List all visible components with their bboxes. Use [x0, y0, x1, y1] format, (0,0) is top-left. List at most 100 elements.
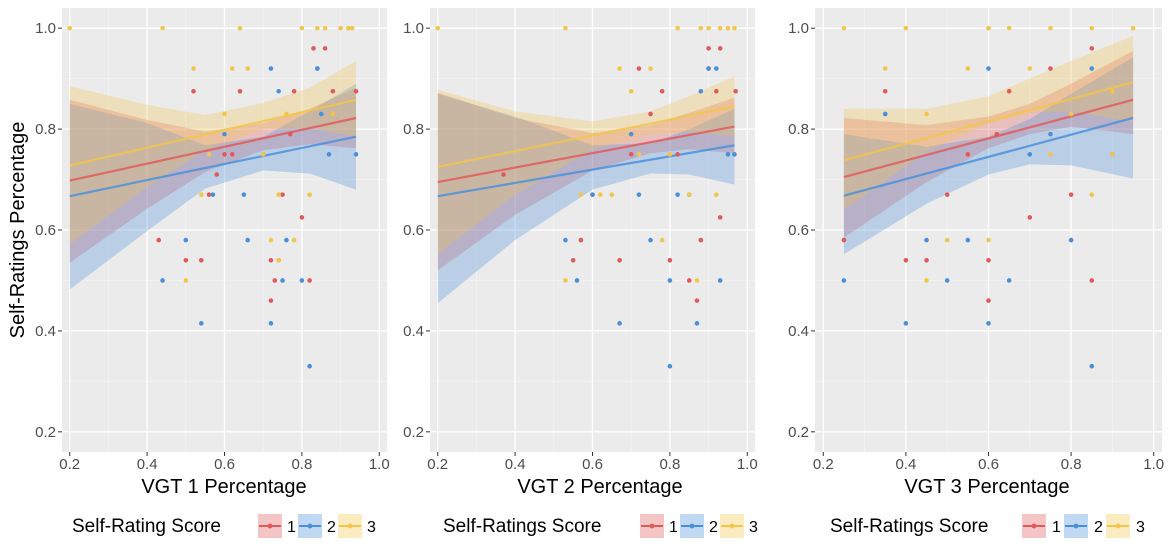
- data-point-series-1: [501, 172, 506, 177]
- y-tick-label: 0.2: [35, 424, 56, 441]
- data-point-series-3: [183, 278, 189, 283]
- data-point-series-3: [698, 25, 704, 31]
- data-point-series-3: [67, 25, 73, 31]
- data-point-series-1: [237, 88, 243, 94]
- data-point-series-3: [160, 25, 165, 31]
- legend-label: 1: [669, 519, 678, 536]
- data-point-series-3: [1089, 25, 1095, 31]
- data-point-series-1: [706, 46, 711, 51]
- data-point-series-2: [1089, 363, 1095, 369]
- data-point-series-1: [299, 215, 305, 220]
- confidence-band-series-2: [69, 83, 356, 290]
- data-point-series-1: [882, 88, 888, 94]
- fit-line-series-3: [437, 105, 735, 169]
- data-point-series-1: [965, 152, 971, 157]
- data-point-series-1: [944, 192, 950, 197]
- data-point-series-1: [659, 88, 665, 94]
- data-point-series-2: [648, 237, 653, 243]
- data-point-series-2: [574, 278, 580, 283]
- data-point-series-1: [570, 257, 576, 263]
- data-point-series-1: [198, 257, 204, 263]
- data-point-series-3: [659, 237, 665, 243]
- grid: [62, 8, 387, 452]
- confidence-band-series-1: [437, 92, 735, 271]
- data-point-series-1: [330, 88, 336, 94]
- data-point-series-1: [636, 66, 642, 71]
- data-point-series-2: [222, 131, 227, 137]
- data-point-series-1: [353, 88, 359, 94]
- data-point-series-3: [563, 278, 568, 283]
- y-tick-label: 1.0: [403, 20, 424, 37]
- data-point-series-1: [311, 46, 316, 51]
- data-point-series-3: [732, 25, 737, 31]
- y-tick-label: 1.0: [35, 20, 56, 37]
- data-point-series-3: [1048, 152, 1053, 157]
- data-point-series-2: [241, 192, 247, 197]
- data-point-series-2: [706, 66, 711, 71]
- data-point-series-3: [636, 152, 642, 157]
- data-point-series-1: [322, 46, 328, 51]
- data-point-series-2: [280, 278, 285, 283]
- x-tick-label: 0.4: [895, 456, 916, 473]
- data-point-series-1: [307, 278, 312, 283]
- legend-key-point-3: [1115, 523, 1121, 529]
- data-point-series-3: [276, 192, 281, 197]
- data-point-series-3: [694, 278, 700, 283]
- data-point-series-2: [1006, 278, 1012, 283]
- data-point-series-3: [986, 237, 991, 243]
- panel-vgt2: 0.2 0.4 0.6 0.8 1.0 0.2 0.4 0.6 0.8 1.0 …: [403, 8, 758, 538]
- data-point-series-2: [276, 88, 281, 94]
- x-tick-labels: 0.2 0.4 0.6 0.8 1.0: [59, 456, 389, 473]
- data-point-series-3: [222, 111, 227, 117]
- data-point-series-3: [206, 152, 212, 157]
- data-point-series-1: [698, 237, 704, 243]
- data-point-series-1: [578, 237, 584, 243]
- data-point-series-1: [268, 257, 274, 263]
- x-tick-label: 0.2: [813, 456, 834, 473]
- data-point-series-3: [609, 192, 615, 197]
- data-point-series-1: [841, 237, 847, 243]
- data-point-series-1: [268, 298, 274, 303]
- data-point-series-3: [299, 25, 305, 31]
- legend-keys: [258, 514, 362, 538]
- data-point-series-3: [706, 25, 711, 31]
- data-point-series-3: [1006, 25, 1012, 31]
- data-point-series-2: [299, 278, 305, 283]
- fit-line-series-1: [437, 125, 735, 184]
- y-tick-label: 0.8: [35, 121, 56, 138]
- data-point-series-3: [924, 111, 929, 117]
- data-point-series-3: [675, 25, 680, 31]
- data-point-series-2: [245, 237, 251, 243]
- data-point-series-1: [1089, 46, 1095, 51]
- data-point-series-1: [617, 257, 622, 263]
- fit-lines: [437, 105, 735, 198]
- data-point-series-1: [1068, 192, 1074, 197]
- data-point-series-1: [717, 46, 723, 51]
- data-point-series-2: [326, 152, 332, 157]
- data-point-series-2: [315, 66, 320, 71]
- legend-label: 2: [327, 519, 336, 536]
- data-point-series-3: [725, 25, 731, 31]
- data-point-series-3: [260, 152, 266, 157]
- data-point-series-3: [714, 192, 719, 197]
- x-axis-title: VGT 2 Percentage: [517, 476, 682, 498]
- legend-label: 1: [287, 519, 296, 536]
- data-point-series-2: [563, 237, 568, 243]
- data-point-series-3: [322, 25, 328, 31]
- y-tick-label: 0.4: [403, 323, 424, 340]
- y-tick-label: 0.6: [35, 222, 56, 239]
- data-point-series-1: [733, 88, 738, 94]
- data-point-series-1: [1089, 278, 1095, 283]
- data-point-series-3: [1048, 25, 1053, 31]
- data-point-series-2: [268, 66, 274, 71]
- x-axis-title: VGT 1 Percentage: [141, 476, 306, 498]
- data-point-series-3: [268, 237, 274, 243]
- legend-label: 2: [1094, 519, 1103, 536]
- y-tick-labels: 0.2 0.4 0.6 0.8 1.0: [788, 20, 809, 441]
- fit-line-series-3: [843, 81, 1134, 162]
- data-point-series-3: [903, 25, 909, 31]
- data-point-series-2: [924, 237, 929, 243]
- data-point-series-1: [694, 298, 700, 303]
- legend-title: Self-Ratings Score: [443, 516, 601, 537]
- fit-line-series-2: [843, 116, 1134, 197]
